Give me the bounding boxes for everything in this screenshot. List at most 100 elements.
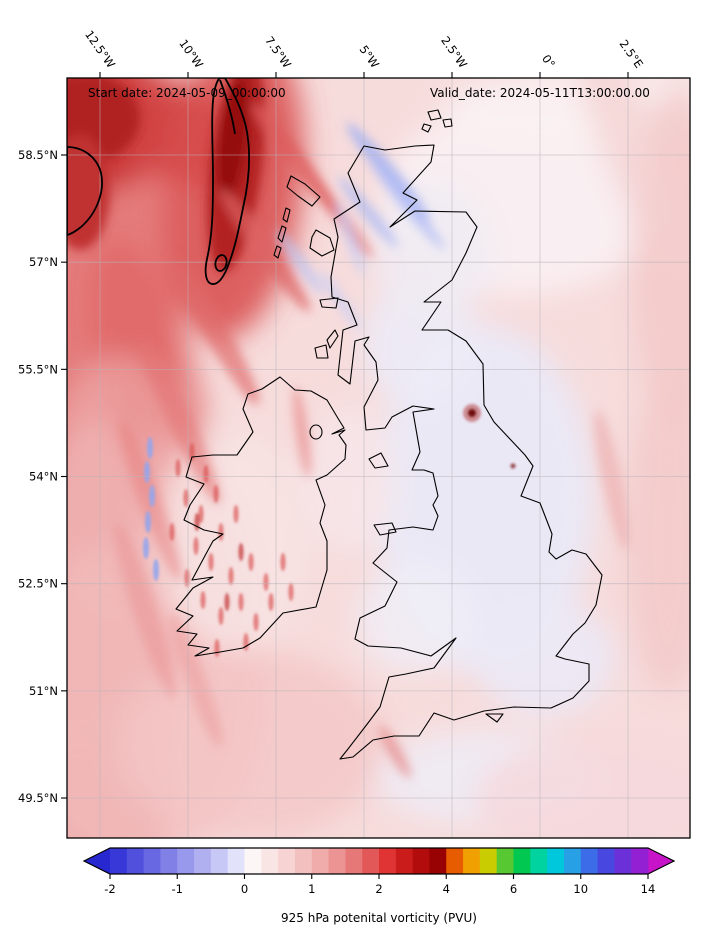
- colorbar-tick-label: 14: [641, 882, 656, 896]
- colorbar-segment: [563, 848, 582, 874]
- colorbar-segment: [160, 848, 178, 874]
- colorbar-segment: [547, 848, 565, 874]
- red-dash: [288, 583, 294, 601]
- red-dash: [183, 489, 189, 507]
- colorbar-tick-label: 2: [375, 882, 382, 896]
- island-barra: [273, 245, 282, 259]
- dark-red-dash: [224, 593, 230, 611]
- y-tick-label: 55.5°N: [18, 362, 58, 376]
- colorbar-segment: [597, 848, 615, 874]
- colorbar: -2 -1 0 1 2 4 6 10 14: [82, 847, 676, 896]
- field-blob: [157, 428, 313, 652]
- red-dash: [218, 523, 224, 541]
- red-dash: [198, 505, 204, 523]
- x-tick-label: 5°W: [357, 43, 382, 71]
- field-stipple: [143, 404, 516, 657]
- valid-date-title: Valid_date: 2024-05-11T13:00:00.00: [430, 86, 650, 100]
- red-dash: [228, 567, 234, 585]
- colorbar-segment: [210, 848, 229, 874]
- colorbar-tick-label: 6: [510, 882, 517, 896]
- colorbar-label: 925 hPa potenital vorticity (PVU): [281, 911, 477, 925]
- pv-contour-band-inner: [219, 79, 236, 135]
- pv-spot-small: [510, 463, 516, 469]
- island-uist: [282, 207, 291, 223]
- red-streak: [293, 386, 311, 478]
- colorbar-segment: [311, 848, 330, 874]
- x-tick-label: 0°: [539, 52, 558, 71]
- red-dash: [169, 523, 175, 541]
- red-dash: [253, 613, 259, 631]
- x-axis: 12.5°W 10°W 7.5°W 5°W 2.5°W 0° 2.5°E: [82, 28, 646, 78]
- red-streak: [170, 255, 260, 405]
- blue-dash: [143, 537, 149, 559]
- plot-frame: [66, 77, 691, 839]
- red-dash: [280, 553, 286, 571]
- y-tick-label: 57°N: [29, 255, 58, 269]
- colorbar-segment: [429, 848, 447, 874]
- colorbar-segment: [244, 848, 262, 874]
- blue-dash: [144, 461, 150, 483]
- island-isle-of-wight: [485, 713, 504, 723]
- y-tick-label: 54°N: [29, 470, 58, 484]
- pv-contour-loop: [214, 254, 228, 272]
- colorbar-segment: [513, 848, 531, 874]
- graticule: [67, 78, 690, 838]
- red-dash: [248, 553, 254, 571]
- island-orkney: [421, 123, 432, 133]
- colorbar-segment: [194, 848, 212, 874]
- colorbar-under-arrow: [84, 848, 110, 874]
- x-tick-label: 12.5°W: [82, 28, 118, 71]
- red-dash: [184, 569, 190, 587]
- red-dash: [200, 591, 206, 609]
- red-dash: [218, 607, 224, 625]
- red-dash: [268, 593, 274, 611]
- red-streak: [139, 336, 221, 504]
- red-dash: [233, 505, 239, 523]
- colorbar-segment: [294, 848, 313, 874]
- colorbar-segment: [362, 848, 380, 874]
- colorbar-tick-label: 0: [241, 882, 248, 896]
- blue-dash: [149, 485, 155, 507]
- coastline-ireland: [175, 376, 347, 657]
- y-tick-label: 52.5°N: [18, 577, 58, 591]
- x-tick-label: 7.5°W: [262, 34, 294, 71]
- colorbar-segment: [110, 848, 128, 874]
- red-streak: [114, 522, 176, 698]
- red-streak: [219, 188, 311, 312]
- colorbar-segment: [328, 848, 346, 874]
- colorbar-tick-label: 1: [308, 882, 315, 896]
- field-blob: [115, 650, 385, 838]
- field-blob: [475, 738, 690, 838]
- colorbar-segment: [143, 848, 161, 874]
- field-blob: [357, 563, 473, 673]
- island-jura: [326, 329, 339, 349]
- blue-streak: [335, 199, 365, 275]
- colorbar-segment: [278, 848, 296, 874]
- coastlines: [175, 109, 603, 760]
- colorbar-segment: [496, 848, 514, 874]
- blue-streak: [346, 122, 430, 222]
- colorbar-over-arrow: [648, 848, 674, 874]
- dark-red-dash: [194, 513, 200, 531]
- field-blob: [579, 78, 690, 275]
- red-streak: [379, 725, 411, 779]
- colorbar-segment: [580, 848, 599, 874]
- colorbar-tick-label: 4: [443, 882, 450, 896]
- lake-lough-neagh: [309, 424, 323, 440]
- colorbar-segment: [412, 848, 430, 874]
- colorbar-segment: [227, 848, 245, 874]
- island-anglesey: [373, 522, 397, 536]
- island-isle-of-man: [368, 452, 389, 469]
- blue-dash: [147, 437, 153, 459]
- red-dash: [243, 633, 249, 651]
- x-tick-label: 10°W: [176, 37, 206, 71]
- red-dash: [175, 459, 181, 477]
- start-date-title: Start date: 2024-05-09_00:00:00: [88, 86, 286, 100]
- colorbar-segment: [530, 848, 548, 874]
- island-skye: [309, 229, 335, 257]
- blue-streak: [371, 162, 445, 250]
- blue-streak: [338, 176, 398, 248]
- pv-edge-core: [67, 134, 110, 250]
- blue-dash: [145, 511, 151, 533]
- red-streak: [594, 409, 630, 551]
